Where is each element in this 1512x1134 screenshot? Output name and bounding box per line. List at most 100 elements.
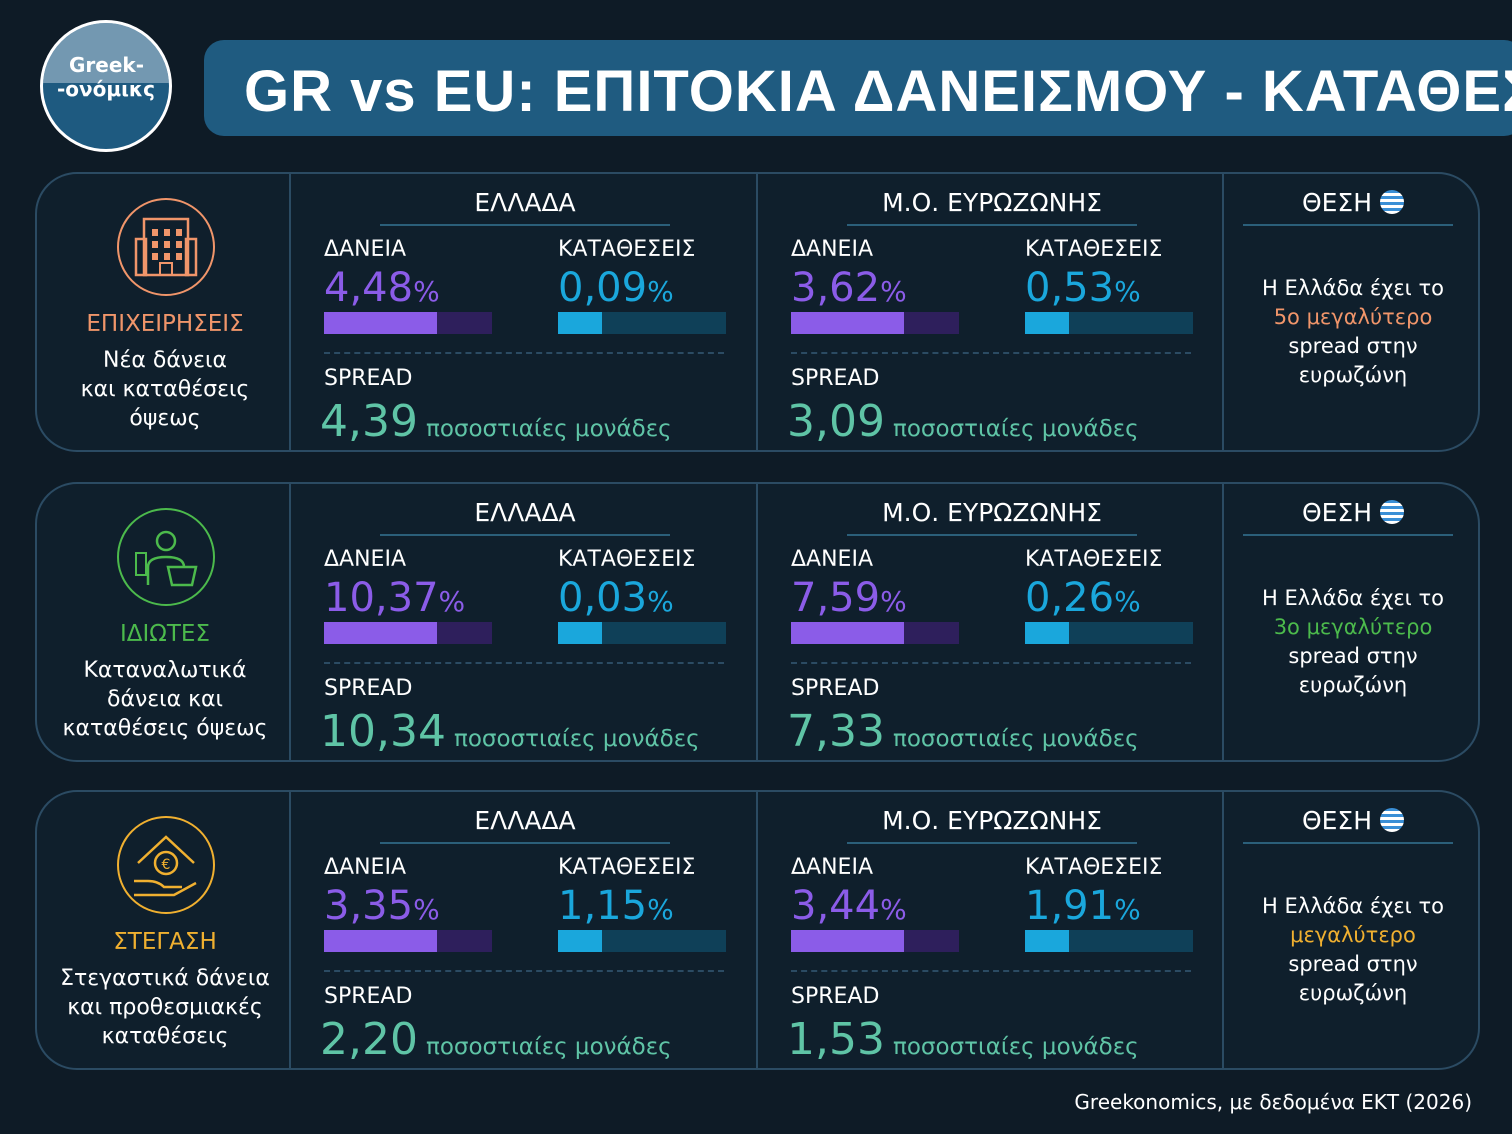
rate: 0,53% [1025,268,1141,312]
column-heading: ΕΛΛΑΔΑ [474,806,576,835]
column-heading: Μ.Ο. ΕΥΡΩΖΩΝΗΣ [882,806,1102,835]
flag [1380,808,1405,832]
underline [380,534,670,536]
dashed-line [324,352,724,354]
title-bar: GR vs EU: ΕΠΙΤΟΚΙΑ ΔΑΝΕΙΣΜΟΥ - ΚΑΤΑΘΕΣΕΩ… [204,40,1512,136]
percent: % [880,275,907,308]
bar-fill [791,312,904,334]
label: ΚΑΤΑΘΕΣΕΙΣ [558,547,696,572]
rate-value: 0,53 [1025,265,1115,311]
underline [1243,224,1453,226]
category: ΕΠΙΧΕΙΡΗΣΕΙΣ [86,311,244,337]
spread-label: SPREAD [324,366,413,391]
label: ΔΑΝΕΙΑ [324,547,406,572]
category: ΣΤΕΓΑΣΗ [113,929,217,955]
column-heading: ΕΛΛΑΔΑ [474,188,576,217]
bar-fill [558,622,602,644]
description: Καταναλωτικά [83,658,247,683]
percent: % [413,275,440,308]
icon: € [115,814,217,916]
rank-highlight: μεγαλύτερο [1290,923,1416,947]
rate-value: 4,48 [324,265,414,311]
rank-text: Η Ελλάδα έχει το μεγαλύτερο spread στην … [1233,892,1473,1008]
label: ΔΑΝΕΙΑ [791,855,873,880]
spread-label: SPREAD [791,366,880,391]
percent: % [880,893,907,926]
rank-text-after: spread στην ευρωζώνη [1288,334,1418,387]
description: Στεγαστικά δάνεια [60,966,270,991]
rate-value: 3,44 [791,883,881,929]
rate: 3,62% [791,268,907,312]
spread-value: 7,33 [787,706,885,757]
underline [380,842,670,844]
description: Νέα δάνεια [103,348,227,373]
description: καταθέσεις [101,1024,229,1049]
rank-highlight: 3ο μεγαλύτερο [1273,615,1433,639]
rank-heading: ΘΕΣΗ [1233,806,1473,835]
label: ΔΑΝΕΙΑ [324,855,406,880]
spread-value: 4,39 [320,396,418,447]
spread-label: SPREAD [324,984,413,1009]
divider [289,174,291,450]
icon-svg [117,508,215,606]
bar-fill [1025,622,1069,644]
dashed-line [324,662,724,664]
bar-fill [791,622,904,644]
underline [1243,842,1453,844]
rank-text-before: Η Ελλάδα έχει το [1262,276,1444,300]
rank-text-before: Η Ελλάδα έχει το [1262,586,1444,610]
label: ΔΑΝΕΙΑ [791,237,873,262]
rate: 0,09% [558,268,674,312]
spread-unit: ποσοστιαίες μονάδες [425,416,672,442]
percent: % [438,585,466,618]
row-panel: ΕΠΙΧΕΙΡΗΣΕΙΣ Νέα δάνεια και καταθέσεις όψεω… [35,172,1480,452]
spread-value: 3,09 [787,396,885,447]
spread-unit: ποσοστιαίες μονάδες [453,726,700,752]
spread: 4,39 ποσοστιαίες μονάδες [320,396,672,447]
flag [1380,500,1405,524]
rate: 3,35% [324,886,440,930]
percent: % [880,585,907,618]
icon [115,506,217,608]
spread: 3,09 ποσοστιαίες μονάδες [787,396,1139,447]
spread-value: 1,53 [787,1014,885,1065]
rate-value: 7,59 [791,575,881,621]
divider [756,792,758,1068]
spread-label: SPREAD [324,676,413,701]
title: GR vs EU: ΕΠΙΤΟΚΙΑ ΔΑΝΕΙΣΜΟΥ - ΚΑΤΑΘΕΣΕΩ… [244,59,1512,124]
rate-value: 0,03 [558,575,648,621]
icon-svg: € [117,816,215,914]
bar-fill [1025,312,1069,334]
label: ΚΑΤΑΘΕΣΕΙΣ [1025,855,1163,880]
rate-value: 0,26 [1025,575,1115,621]
label: ΚΑΤΑΘΕΣΕΙΣ [558,855,696,880]
rank-heading: ΘΕΣΗ [1233,498,1473,527]
row-panel: ΙΔΙΩΤΕΣ Καταναλωτικά δάνεια και καταθέσεις … [35,482,1480,762]
rank-text-after: spread στην ευρωζώνη [1288,952,1418,1005]
rate-value: 1,91 [1025,883,1115,929]
spread-unit: ποσοστιαίες μονάδες [892,1034,1139,1060]
description: καταθέσεις όψεως [62,716,268,741]
spread: 7,33 ποσοστιαίες μονάδες [787,706,1139,757]
percent: % [647,893,674,926]
divider [756,174,758,450]
spread: 2,20 ποσοστιαίες μονάδες [320,1014,672,1065]
percent: % [1114,585,1141,618]
underline [847,224,1137,226]
spread-unit: ποσοστιαίες μονάδες [892,726,1139,752]
underline [1243,534,1453,536]
description: όψεως [129,406,201,431]
column-heading: Μ.Ο. ΕΥΡΩΖΩΝΗΣ [882,188,1102,217]
rate: 1,91% [1025,886,1141,930]
logo-text: -ονόμικς [57,77,155,101]
rank-highlight: 5ο μεγαλύτερο [1273,305,1433,329]
label: ΔΑΝΕΙΑ [324,237,406,262]
logo-text: Greek- [69,53,145,77]
divider [289,792,291,1068]
rate: 0,26% [1025,578,1141,622]
icon [115,196,217,298]
divider [1222,792,1224,1068]
rank-heading-text: ΘΕΣΗ [1301,806,1373,835]
spread-value: 10,34 [320,706,446,757]
